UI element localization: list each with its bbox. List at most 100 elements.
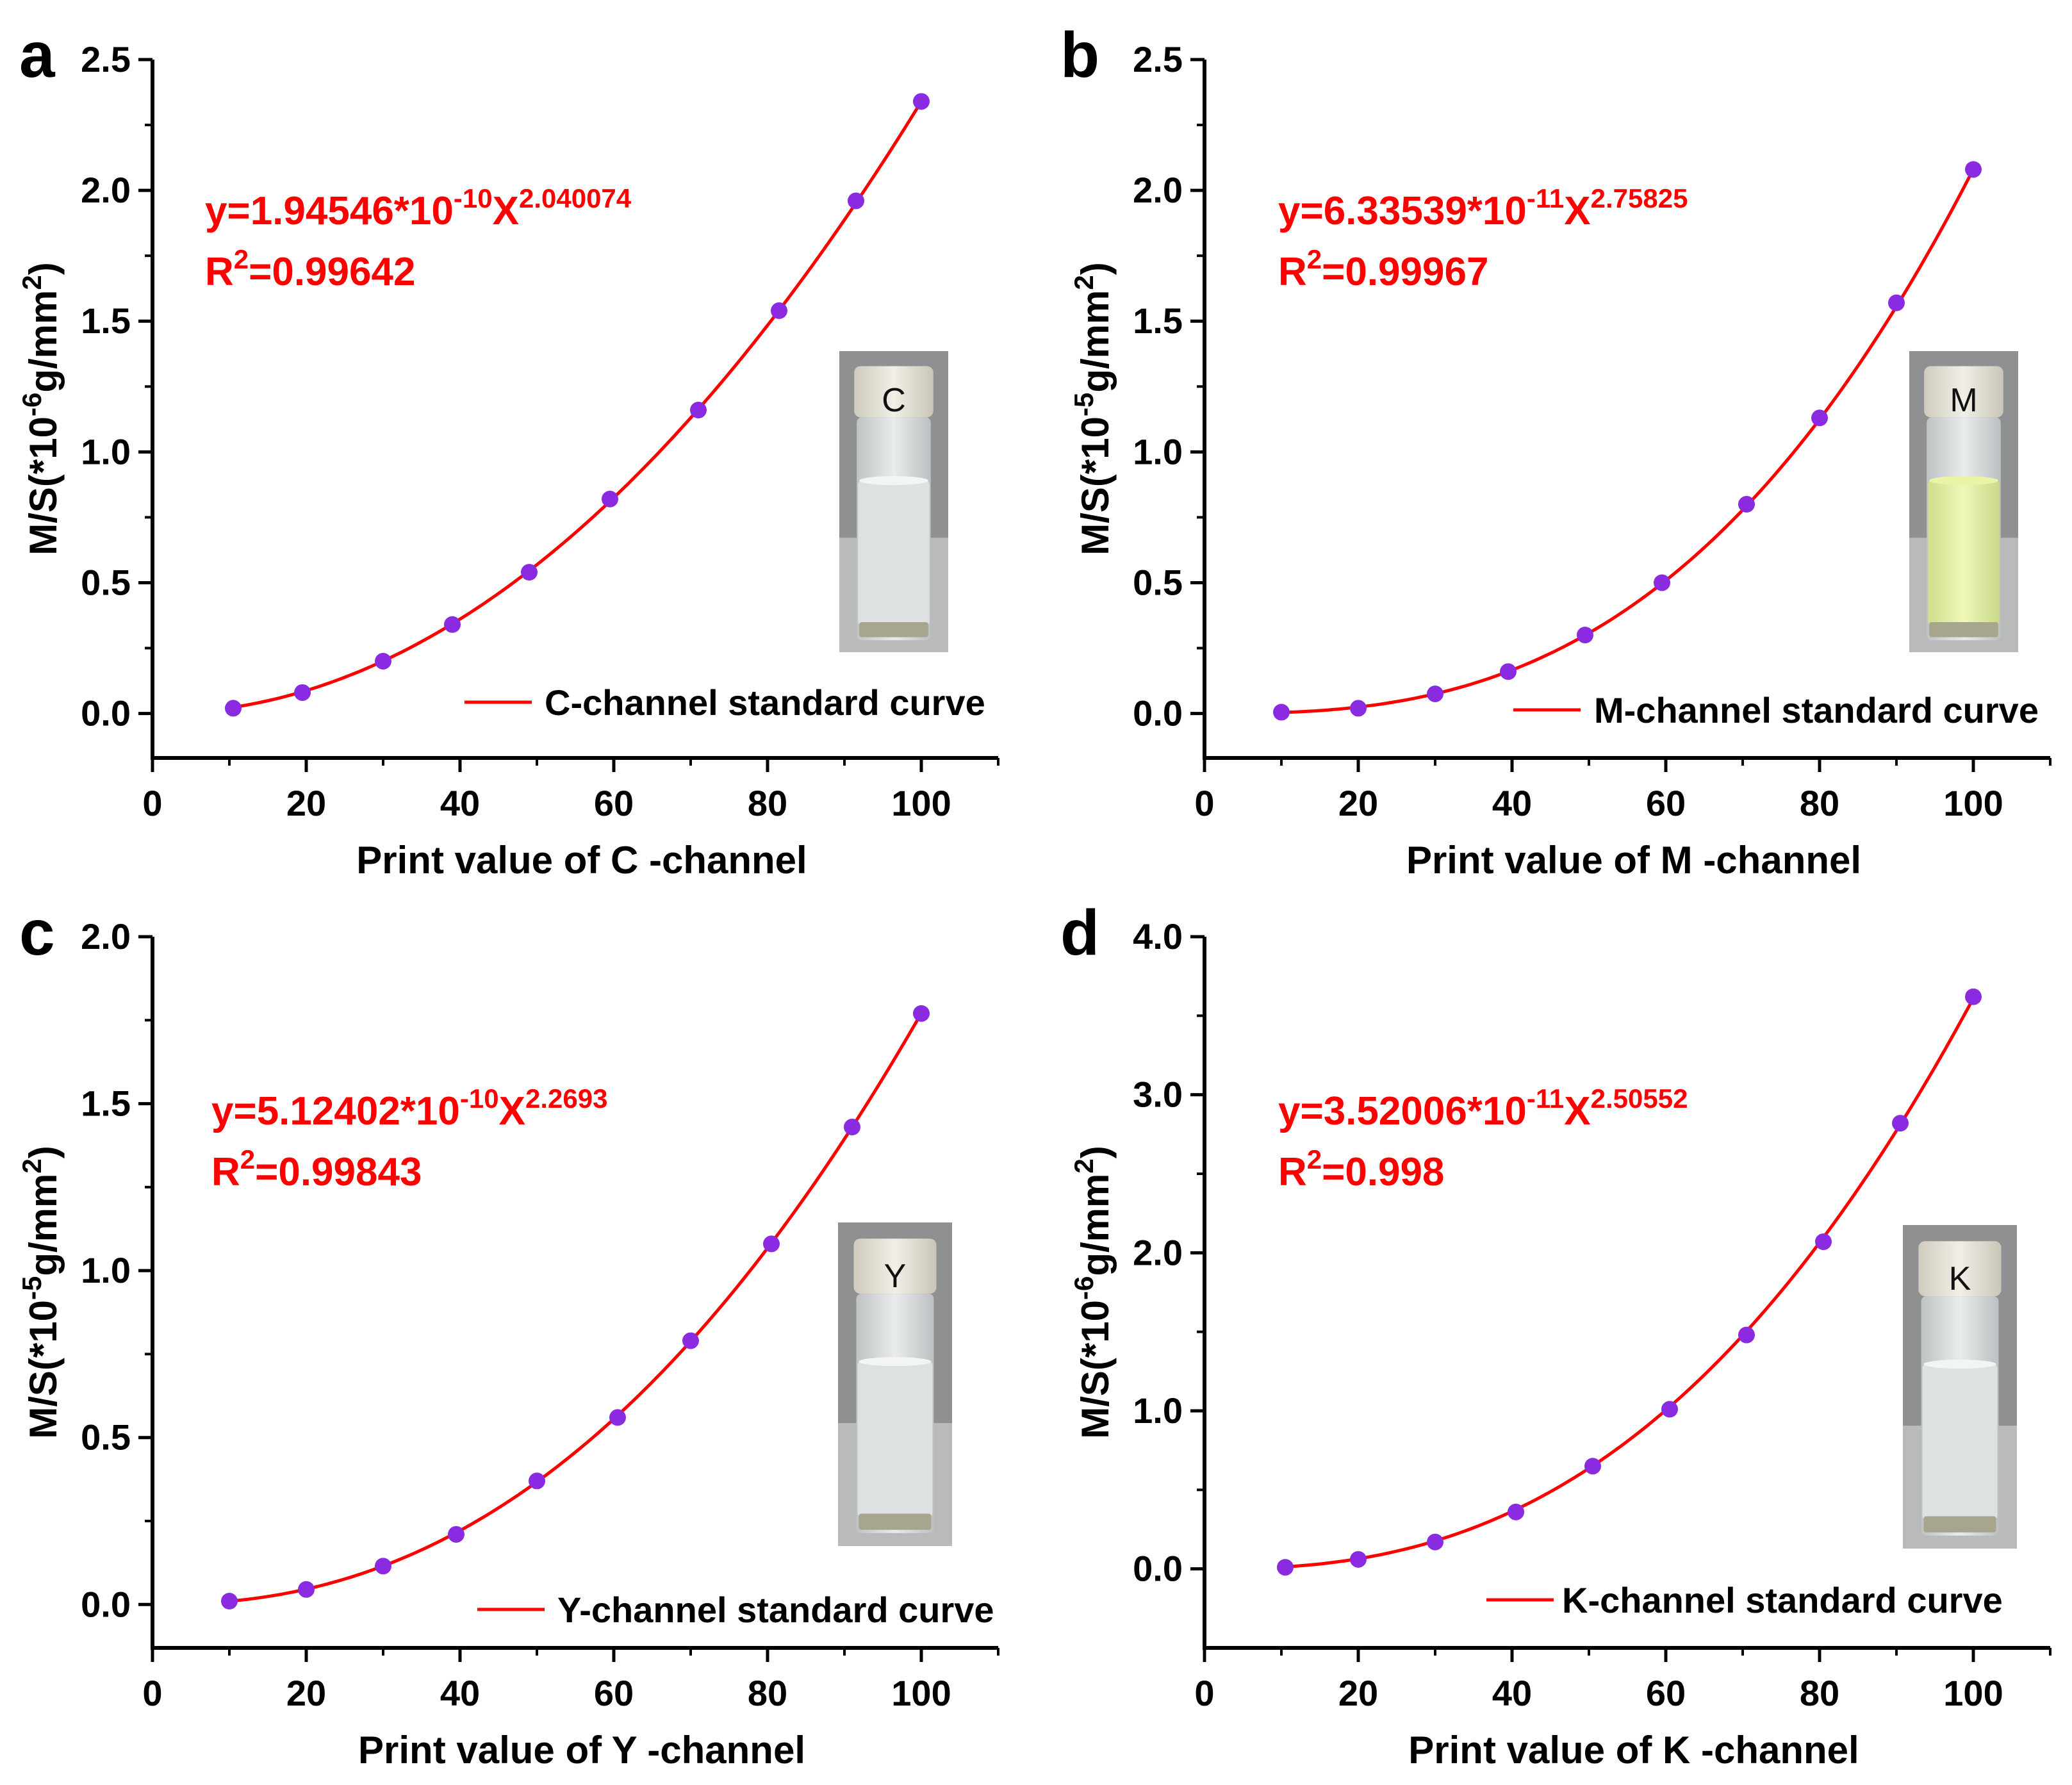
vial-meniscus xyxy=(859,1357,932,1367)
y-tick-label: 1.5 xyxy=(1133,300,1183,341)
panel-label: a xyxy=(19,19,56,91)
data-point xyxy=(375,652,391,670)
fit-equation: y=5.12402*10-10X2.2693 xyxy=(211,1083,607,1133)
data-point xyxy=(448,1526,465,1543)
vial-photo-inset: M xyxy=(1909,351,2018,652)
y-tick-label: 2.0 xyxy=(81,916,131,957)
data-point xyxy=(1888,294,1905,311)
x-tick-label: 60 xyxy=(594,783,634,823)
data-point xyxy=(1965,161,1982,178)
data-point xyxy=(913,1005,930,1022)
data-point xyxy=(913,93,930,110)
vial-cap xyxy=(1924,366,2003,418)
data-point xyxy=(1273,703,1290,721)
x-tick-label: 0 xyxy=(1194,1673,1214,1713)
x-tick-label: 0 xyxy=(142,1673,162,1713)
y-tick-label: 0.5 xyxy=(1133,562,1183,602)
fit-curve xyxy=(1281,997,1975,1569)
r-squared: R2=0.99642 xyxy=(205,244,415,294)
x-tick-label: 40 xyxy=(1492,1673,1532,1713)
vial-bottom xyxy=(859,1513,932,1530)
data-point xyxy=(529,1472,545,1490)
data-point xyxy=(1811,409,1828,427)
y-axis-label: M/S(*10-6g/mm2) xyxy=(1069,1146,1117,1438)
chart-panel-d: d 0 20 40 60 80 100 0.0 1.0 2.0 3.0 4.0 Print value … xyxy=(1060,897,2051,1772)
x-tick-label: 20 xyxy=(1338,783,1378,823)
r-squared: R2=0.99967 xyxy=(1278,244,1488,294)
vial-liquid xyxy=(858,481,930,625)
data-point xyxy=(1350,1551,1367,1568)
data-point xyxy=(1427,1533,1443,1551)
data-point xyxy=(1577,627,1593,644)
x-tick-label: 60 xyxy=(594,1673,634,1713)
y-axis-label: M/S(*10-6g/mm2) xyxy=(17,262,65,555)
x-tick-label: 40 xyxy=(440,783,480,823)
y-tick-label: 0.0 xyxy=(81,693,131,734)
x-tick-label: 0 xyxy=(1194,783,1214,823)
r-squared: R2=0.998 xyxy=(1278,1144,1445,1194)
x-tick-label: 60 xyxy=(1646,1673,1686,1713)
x-tick-label: 40 xyxy=(1492,783,1532,823)
y-tick-label: 1.0 xyxy=(1133,1390,1183,1431)
legend-label: Y-channel standard curve xyxy=(557,1590,994,1630)
vial-liquid xyxy=(1922,1364,1998,1520)
data-point xyxy=(225,700,242,717)
y-tick-label: 2.5 xyxy=(1133,39,1183,79)
data-point xyxy=(763,1235,780,1253)
x-tick-label: 20 xyxy=(286,1673,326,1713)
x-tick-label: 20 xyxy=(1338,1673,1378,1713)
vial-cap xyxy=(854,366,933,418)
data-point xyxy=(690,402,707,419)
vial-bottom xyxy=(1929,622,1998,638)
fit-curve xyxy=(229,1012,923,1603)
data-point xyxy=(1508,1503,1524,1520)
data-point xyxy=(844,1119,860,1136)
y-tick-label: 2.0 xyxy=(1133,170,1183,210)
data-point xyxy=(1500,663,1517,680)
x-tick-label: 80 xyxy=(1800,1673,1839,1713)
data-point xyxy=(521,564,538,581)
data-point xyxy=(1738,1326,1755,1344)
x-tick-label: 100 xyxy=(891,783,951,823)
y-tick-label: 1.0 xyxy=(81,1250,131,1290)
data-point xyxy=(1427,685,1443,702)
y-tick-label: 2.0 xyxy=(1133,1232,1183,1272)
x-tick-label: 100 xyxy=(891,1673,951,1713)
x-tick-label: 80 xyxy=(748,783,787,823)
data-point xyxy=(1965,988,1982,1005)
vial-photo-inset: C xyxy=(839,351,948,652)
y-tick-label: 1.5 xyxy=(81,300,131,341)
data-point xyxy=(771,302,787,319)
y-tick-label: 0.5 xyxy=(81,1417,131,1458)
data-point xyxy=(1277,1559,1294,1576)
vial-cap-label: M xyxy=(1950,382,1977,419)
y-tick-label: 2.5 xyxy=(81,39,131,79)
chart-panel-a: a 0 20 40 60 80 100 0.0 0.5 1.0 1.5 2.0 2.5 Print val… xyxy=(17,19,999,882)
y-tick-label: 0.0 xyxy=(1133,1549,1183,1589)
r-squared: R2=0.99843 xyxy=(211,1144,422,1194)
y-tick-label: 1.0 xyxy=(81,431,131,472)
x-tick-label: 100 xyxy=(1943,1673,2003,1713)
fit-curve xyxy=(229,101,923,710)
x-tick-label: 20 xyxy=(286,783,326,823)
chart-panel-c: c 0 20 40 60 80 100 0.0 0.5 1.0 1.5 2.0 Print value … xyxy=(17,897,999,1772)
vial-meniscus xyxy=(1929,476,1998,486)
x-tick-label: 0 xyxy=(142,783,162,823)
x-tick-label: 60 xyxy=(1646,783,1686,823)
x-tick-label: 100 xyxy=(1943,783,2003,823)
chart-panel-b: b 0 20 40 60 80 100 0.0 0.5 1.0 1.5 2.0 2.5 Print val… xyxy=(1060,19,2051,882)
y-tick-label: 1.5 xyxy=(81,1083,131,1124)
vial-photo-inset: K xyxy=(1903,1225,2017,1549)
vial-meniscus xyxy=(859,476,928,486)
data-point xyxy=(1584,1458,1601,1475)
data-point xyxy=(294,684,311,701)
x-axis-label: Print value of Y -channel xyxy=(358,1729,805,1772)
fit-equation: y=6.33539*10-11X2.75825 xyxy=(1278,183,1688,233)
y-tick-label: 4.0 xyxy=(1133,916,1183,957)
legend-label: M-channel standard curve xyxy=(1594,690,2039,730)
vial-liquid xyxy=(857,1361,933,1517)
vial-cap-label: C xyxy=(882,382,906,419)
data-point xyxy=(1738,496,1755,513)
vial-bottom xyxy=(1923,1516,1996,1533)
